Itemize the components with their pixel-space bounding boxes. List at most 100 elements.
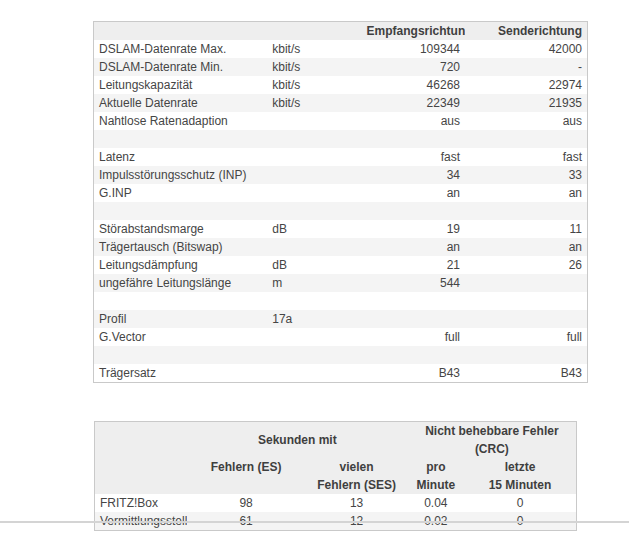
row-value-empfangsrichtung: full	[362, 328, 465, 346]
row-value-empfangsrichtung: 544	[362, 274, 465, 292]
row-unit: kbit/s	[267, 76, 361, 94]
row-unit: kbit/s	[267, 58, 361, 76]
table-row: DSLAM-Datenrate Min.kbit/s720-	[94, 58, 588, 76]
table-row: Nahtlose Ratenadaptionausaus	[94, 112, 588, 130]
row-label: Profil	[94, 310, 268, 328]
bottom-divider	[0, 521, 629, 523]
row-unit	[267, 130, 361, 148]
row-label: DSLAM-Datenrate Min.	[94, 58, 268, 76]
row-value-senderichtung: full	[465, 328, 588, 346]
row-value-empfangsrichtung: 19	[362, 220, 465, 238]
column-header-per-minute: pro Minute	[408, 458, 464, 494]
row-value-empfangsrichtung	[362, 310, 465, 328]
row-label: Aktuelle Datenrate	[94, 94, 268, 112]
row-unit	[267, 148, 361, 166]
table-row	[94, 346, 588, 364]
row-value-empfangsrichtung: 109344	[362, 40, 465, 58]
table-row: Trägersatz B43B43	[94, 364, 588, 383]
column-header-senderichtung: Senderichtung	[465, 22, 588, 41]
column-header-severely-errored-seconds: vielen Fehlern (SES)	[305, 458, 407, 494]
row-value-crc-per-minute: 0.04	[408, 494, 464, 512]
row-value-senderichtung	[465, 130, 588, 148]
row-value-empfangsrichtung: an	[362, 238, 465, 256]
row-unit	[267, 166, 361, 184]
row-unit: m	[267, 274, 361, 292]
row-value-senderichtung: aus	[465, 112, 588, 130]
dsl-table-header-row: Empfangsrichtung Senderichtung	[94, 22, 588, 41]
row-value-empfangsrichtung: 720	[362, 58, 465, 76]
row-value-senderichtung: -	[465, 58, 588, 76]
row-value-empfangsrichtung: B43	[362, 364, 465, 383]
row-value-empfangsrichtung: 22349	[362, 94, 465, 112]
row-value-senderichtung: fast	[465, 148, 588, 166]
error-counters-table: Sekunden mit Nicht behebbare Fehler (CRC…	[94, 421, 577, 531]
row-value-senderichtung	[465, 274, 588, 292]
row-value-senderichtung: 33	[465, 166, 588, 184]
empty-header-cell	[267, 22, 361, 41]
row-label: Leitungsdämpfung	[94, 256, 268, 274]
row-value-crc-last-15-minutes: 0	[464, 494, 577, 512]
row-value-senderichtung	[465, 202, 588, 220]
row-value-empfangsrichtung	[362, 202, 465, 220]
row-label: Latenz	[94, 148, 268, 166]
row-label	[94, 130, 268, 148]
table-row: StörabstandsmargedB1911	[94, 220, 588, 238]
row-value-empfangsrichtung	[362, 292, 465, 310]
row-label: Leitungskapazität	[94, 76, 268, 94]
row-label: DSLAM-Datenrate Max.	[94, 40, 268, 58]
row-value-empfangsrichtung: fast	[362, 148, 465, 166]
row-unit	[267, 202, 361, 220]
row-label: FRITZ!Box	[95, 494, 187, 512]
row-unit: dB	[267, 256, 361, 274]
row-unit: dB	[267, 220, 361, 238]
table-row: Trägertausch (Bitswap) anan	[94, 238, 588, 256]
empty-header-cell	[94, 22, 268, 41]
row-unit	[267, 292, 361, 310]
table-row: FRITZ!Box98130.040	[95, 494, 577, 512]
row-label: Nahtlose Ratenadaption	[94, 112, 268, 130]
row-value-senderichtung: 11	[465, 220, 588, 238]
empty-header-cell	[95, 422, 187, 459]
row-label: Trägertausch (Bitswap)	[94, 238, 268, 256]
table-row: Aktuelle Datenratekbit/s2234921935	[94, 94, 588, 112]
row-label: Trägersatz	[94, 364, 268, 383]
group-header-crc-errors: Nicht behebbare Fehler (CRC)	[408, 422, 577, 459]
row-value-senderichtung: an	[465, 238, 588, 256]
error-table-group-header-row: Sekunden mit Nicht behebbare Fehler (CRC…	[95, 422, 577, 459]
row-value-senderichtung	[465, 292, 588, 310]
empty-header-cell	[95, 458, 187, 494]
row-value-empfangsrichtung: 34	[362, 166, 465, 184]
row-value-senderichtung	[465, 310, 588, 328]
row-value-senderichtung: 22974	[465, 76, 588, 94]
row-unit	[267, 184, 361, 202]
dsl-parameters-table: Empfangsrichtung Senderichtung DSLAM-Dat…	[93, 21, 588, 383]
row-value-senderichtung: 21935	[465, 94, 588, 112]
row-unit	[267, 346, 361, 364]
row-value-empfangsrichtung	[362, 346, 465, 364]
row-value-senderichtung: an	[465, 184, 588, 202]
row-label: G.Vector	[94, 328, 268, 346]
row-label	[94, 202, 268, 220]
table-row	[94, 202, 588, 220]
table-row	[94, 130, 588, 148]
row-unit	[267, 364, 361, 383]
table-row: G.INPanan	[94, 184, 588, 202]
row-unit: 17a	[267, 310, 361, 328]
row-value-empfangsrichtung: an	[362, 184, 465, 202]
row-value-senderichtung	[465, 346, 588, 364]
row-value-severely-errored-seconds: 13	[305, 494, 407, 512]
table-row: LeitungsdämpfungdB2126	[94, 256, 588, 274]
row-value-senderichtung: B43	[465, 364, 588, 383]
row-value-empfangsrichtung: 21	[362, 256, 465, 274]
table-row: ungefähre Leitungslängem544	[94, 274, 588, 292]
group-header-seconds-with: Sekunden mit	[187, 422, 408, 459]
table-row: Impulsstörungsschutz (INP)3433	[94, 166, 588, 184]
table-row	[94, 292, 588, 310]
table-row: G.Vector fullfull	[94, 328, 588, 346]
row-unit	[267, 238, 361, 256]
row-value-senderichtung: 42000	[465, 40, 588, 58]
column-header-empfangsrichtung: Empfangsrichtung	[362, 22, 465, 41]
table-row: DSLAM-Datenrate Max.kbit/s10934442000	[94, 40, 588, 58]
row-label	[94, 346, 268, 364]
row-unit: kbit/s	[267, 94, 361, 112]
